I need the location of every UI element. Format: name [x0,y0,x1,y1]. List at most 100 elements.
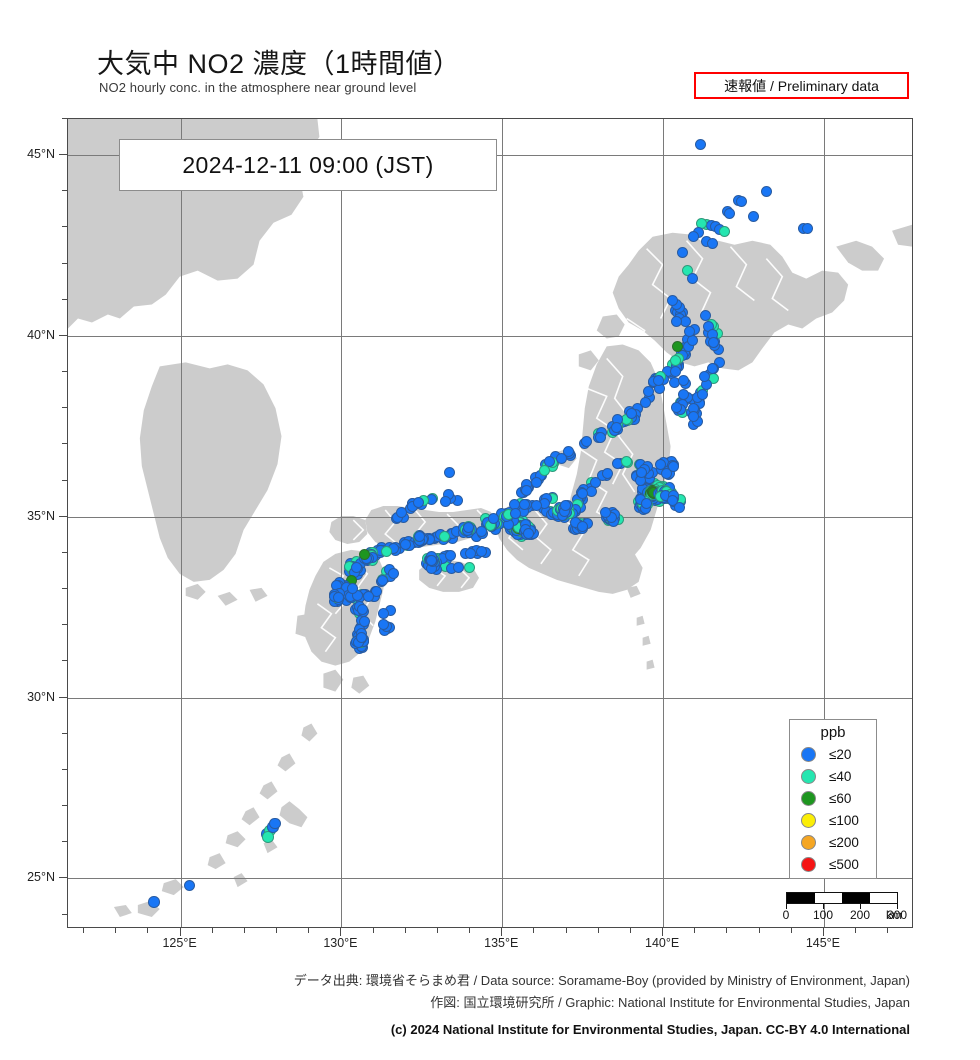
timestamp-box: 2024-12-11 09:00 (JST) [119,139,497,191]
legend-entry-label: ≤60 [829,790,852,806]
legend-swatch-icon [801,812,816,828]
axis-tick-x [340,928,342,936]
observation-point [543,456,555,468]
legend-swatch-icon [801,856,816,872]
observation-point [678,375,690,387]
observation-point [464,562,476,574]
observation-point [707,337,719,349]
gridline-latitude [68,335,912,337]
observation-point [635,467,647,479]
observation-point [802,223,814,235]
axis-label-longitude: 130°E [323,936,358,950]
observation-point [641,498,653,510]
axis-label-longitude: 140°E [644,936,680,950]
axis-tick-x [629,928,631,933]
observation-point [476,526,488,538]
observation-point [378,607,390,619]
observation-point [563,445,575,457]
axis-tick-y [62,551,67,553]
observation-point [269,817,281,830]
observation-point [595,432,607,444]
observation-point [148,896,160,909]
footer-data-source: データ出典: 環境省そらまめ君 / Data source: Soramame-… [293,973,910,988]
observation-point [686,272,698,284]
axis-label-latitude: 30°N [27,689,55,704]
observation-point [440,495,452,507]
preliminary-data-badge: 速報値 / Preliminary data [694,72,909,99]
observation-point [723,208,735,220]
axis-tick-x [855,928,857,933]
observation-point [183,879,196,892]
legend-entries: ≤20 ≤40 ≤60 ≤100 ≤200 ≤500 [790,743,876,875]
observation-point [667,494,679,506]
axis-tick-y [62,841,67,843]
legend-entry: ≤20 [790,743,876,765]
axis-tick-x [436,928,438,933]
observation-point [580,435,592,447]
map-plot-area[interactable] [67,118,913,928]
legend-title: ppb [820,724,846,741]
scale-bar-label: 300 [886,908,908,922]
observation-point [381,545,393,557]
observation-point [351,561,363,573]
observation-point [333,592,345,604]
axis-tick-x [83,928,85,933]
observation-point [425,554,437,566]
page-subtitle: NO2 hourly conc. in the atmosphere near … [99,80,417,95]
observation-point [556,453,568,465]
axis-tick-y [59,515,67,517]
scale-bar-label: 100 [812,908,834,922]
scale-segment [787,893,815,903]
observation-point [670,365,682,377]
axis-tick-x [565,928,567,933]
axis-tick-x [243,928,245,933]
scale-bar-ticks [786,904,898,909]
observation-point [602,467,614,479]
observation-point [399,539,411,551]
legend-entry: ≤60 [790,787,876,809]
legend-panel: ppb ≤20 ≤40 ≤60 ≤100 ≤200 ≤500 [789,719,877,879]
scale-bar-unit: km [886,908,902,922]
axis-tick-x [308,928,310,933]
observation-point [707,238,719,250]
footer-copyright: (c) 2024 National Institute for Environm… [390,1022,910,1037]
legend-entry: ≤40 [790,765,876,787]
scale-bar [786,892,898,904]
observation-point [707,362,719,374]
axis-tick-x [211,928,213,933]
observation-point [376,574,388,586]
axis-tick-y [59,154,67,156]
axis-tick-y [62,913,67,915]
observation-point [359,549,371,561]
observation-point [519,499,531,511]
observation-point [654,458,666,470]
observation-point [667,461,679,473]
legend-entry: ≤100 [790,809,876,831]
axis-tick-y [62,190,67,192]
scale-bar-label: 200 [849,908,871,922]
observation-point [530,476,542,488]
axis-tick-y [59,334,67,336]
axis-tick-x [822,928,824,936]
observation-point [688,410,700,422]
axis-tick-y [62,118,67,119]
axis-label-latitude: 40°N [27,327,55,342]
observation-point [347,582,359,594]
axis-tick-y [62,660,67,662]
observation-point [487,512,499,524]
scale-segment [842,893,870,903]
legend-entry-label: ≤500 [829,856,859,872]
legend-swatch-icon [801,834,816,850]
axis-label-longitude: 125°E [162,936,197,950]
observation-point [463,521,475,533]
observation-point [356,631,368,643]
axis-tick-x [147,928,149,933]
observation-point [699,371,711,383]
scale-segment [814,893,842,903]
observation-point [760,185,772,197]
observation-point [626,407,638,419]
axis-tick-x [372,928,374,933]
observation-point [522,527,534,539]
gridline-longitude [823,119,825,927]
